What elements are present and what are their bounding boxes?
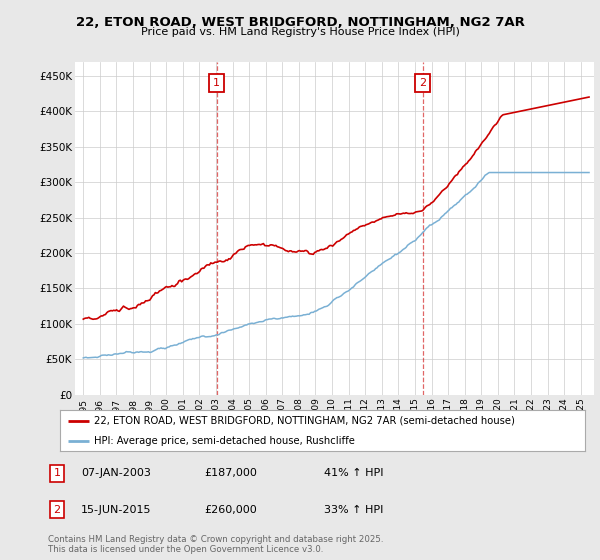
Text: 22, ETON ROAD, WEST BRIDGFORD, NOTTINGHAM, NG2 7AR: 22, ETON ROAD, WEST BRIDGFORD, NOTTINGHA…	[76, 16, 524, 29]
Text: 41% ↑ HPI: 41% ↑ HPI	[324, 468, 383, 478]
Text: 2: 2	[53, 505, 61, 515]
Text: £187,000: £187,000	[204, 468, 257, 478]
Text: 1: 1	[53, 468, 61, 478]
Text: 33% ↑ HPI: 33% ↑ HPI	[324, 505, 383, 515]
Text: 22, ETON ROAD, WEST BRIDGFORD, NOTTINGHAM, NG2 7AR (semi-detached house): 22, ETON ROAD, WEST BRIDGFORD, NOTTINGHA…	[94, 416, 515, 426]
Text: 07-JAN-2003: 07-JAN-2003	[81, 468, 151, 478]
Text: Price paid vs. HM Land Registry's House Price Index (HPI): Price paid vs. HM Land Registry's House …	[140, 27, 460, 38]
Text: Contains HM Land Registry data © Crown copyright and database right 2025.
This d: Contains HM Land Registry data © Crown c…	[48, 535, 383, 554]
Text: 15-JUN-2015: 15-JUN-2015	[81, 505, 151, 515]
Text: 2: 2	[419, 78, 426, 88]
Text: HPI: Average price, semi-detached house, Rushcliffe: HPI: Average price, semi-detached house,…	[94, 436, 355, 446]
Text: £260,000: £260,000	[204, 505, 257, 515]
Text: 1: 1	[213, 78, 220, 88]
